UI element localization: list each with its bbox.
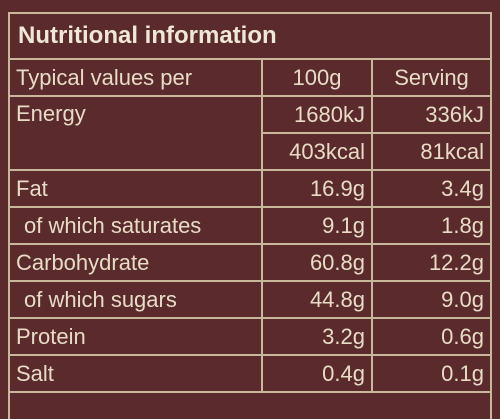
row: Carbohydrate 60.8g 12.2g xyxy=(10,243,490,282)
header-row: Typical values per 100g Serving xyxy=(10,60,490,97)
row: Fat 16.9g 3.4g xyxy=(10,169,490,208)
row-label: Protein xyxy=(10,317,263,356)
cell: 0.1g xyxy=(371,354,490,393)
row: Protein 3.2g 0.6g xyxy=(10,317,490,356)
row: of which saturates 9.1g 1.8g xyxy=(10,206,490,245)
cell: 3.2g xyxy=(261,317,373,356)
row: of which sugars 44.8g 9.0g xyxy=(10,280,490,319)
header-cell: 100g xyxy=(261,60,373,97)
cell: 3.4g xyxy=(371,169,490,208)
row-label: Fat xyxy=(10,169,263,208)
cell: 81kcal xyxy=(371,132,490,171)
cell: 9.1g xyxy=(261,206,373,245)
cell: 1.8g xyxy=(371,206,490,245)
cell: 9.0g xyxy=(371,280,490,319)
row: Salt 0.4g 0.1g xyxy=(10,354,490,393)
title: Nutritional information xyxy=(10,14,490,60)
header-cell: Serving xyxy=(371,60,490,97)
cell: 44.8g xyxy=(261,280,373,319)
row-label: of which sugars xyxy=(10,280,263,319)
header-cell: Typical values per xyxy=(10,60,263,97)
row-label: of which saturates xyxy=(10,206,263,245)
cell: 0.4g xyxy=(261,354,373,393)
cell: 336kJ xyxy=(371,95,490,134)
nutrition-panel: Nutritional information Typical values p… xyxy=(8,12,492,419)
row-label: Carbohydrate xyxy=(10,243,263,282)
cell: 1680kJ xyxy=(261,95,373,134)
cell: 12.2g xyxy=(371,243,490,282)
cell: 403kcal xyxy=(262,132,373,171)
row-label: Energy xyxy=(10,95,263,171)
cell: 16.9g xyxy=(261,169,373,208)
nutrition-table: Typical values per 100g Serving Energy 1… xyxy=(10,60,490,393)
row: 403kcal 81kcal xyxy=(10,132,490,171)
row: Energy 1680kJ 336kJ xyxy=(10,95,490,171)
row-label: Salt xyxy=(10,354,263,393)
cell: 60.8g xyxy=(261,243,373,282)
cell: 0.6g xyxy=(371,317,490,356)
